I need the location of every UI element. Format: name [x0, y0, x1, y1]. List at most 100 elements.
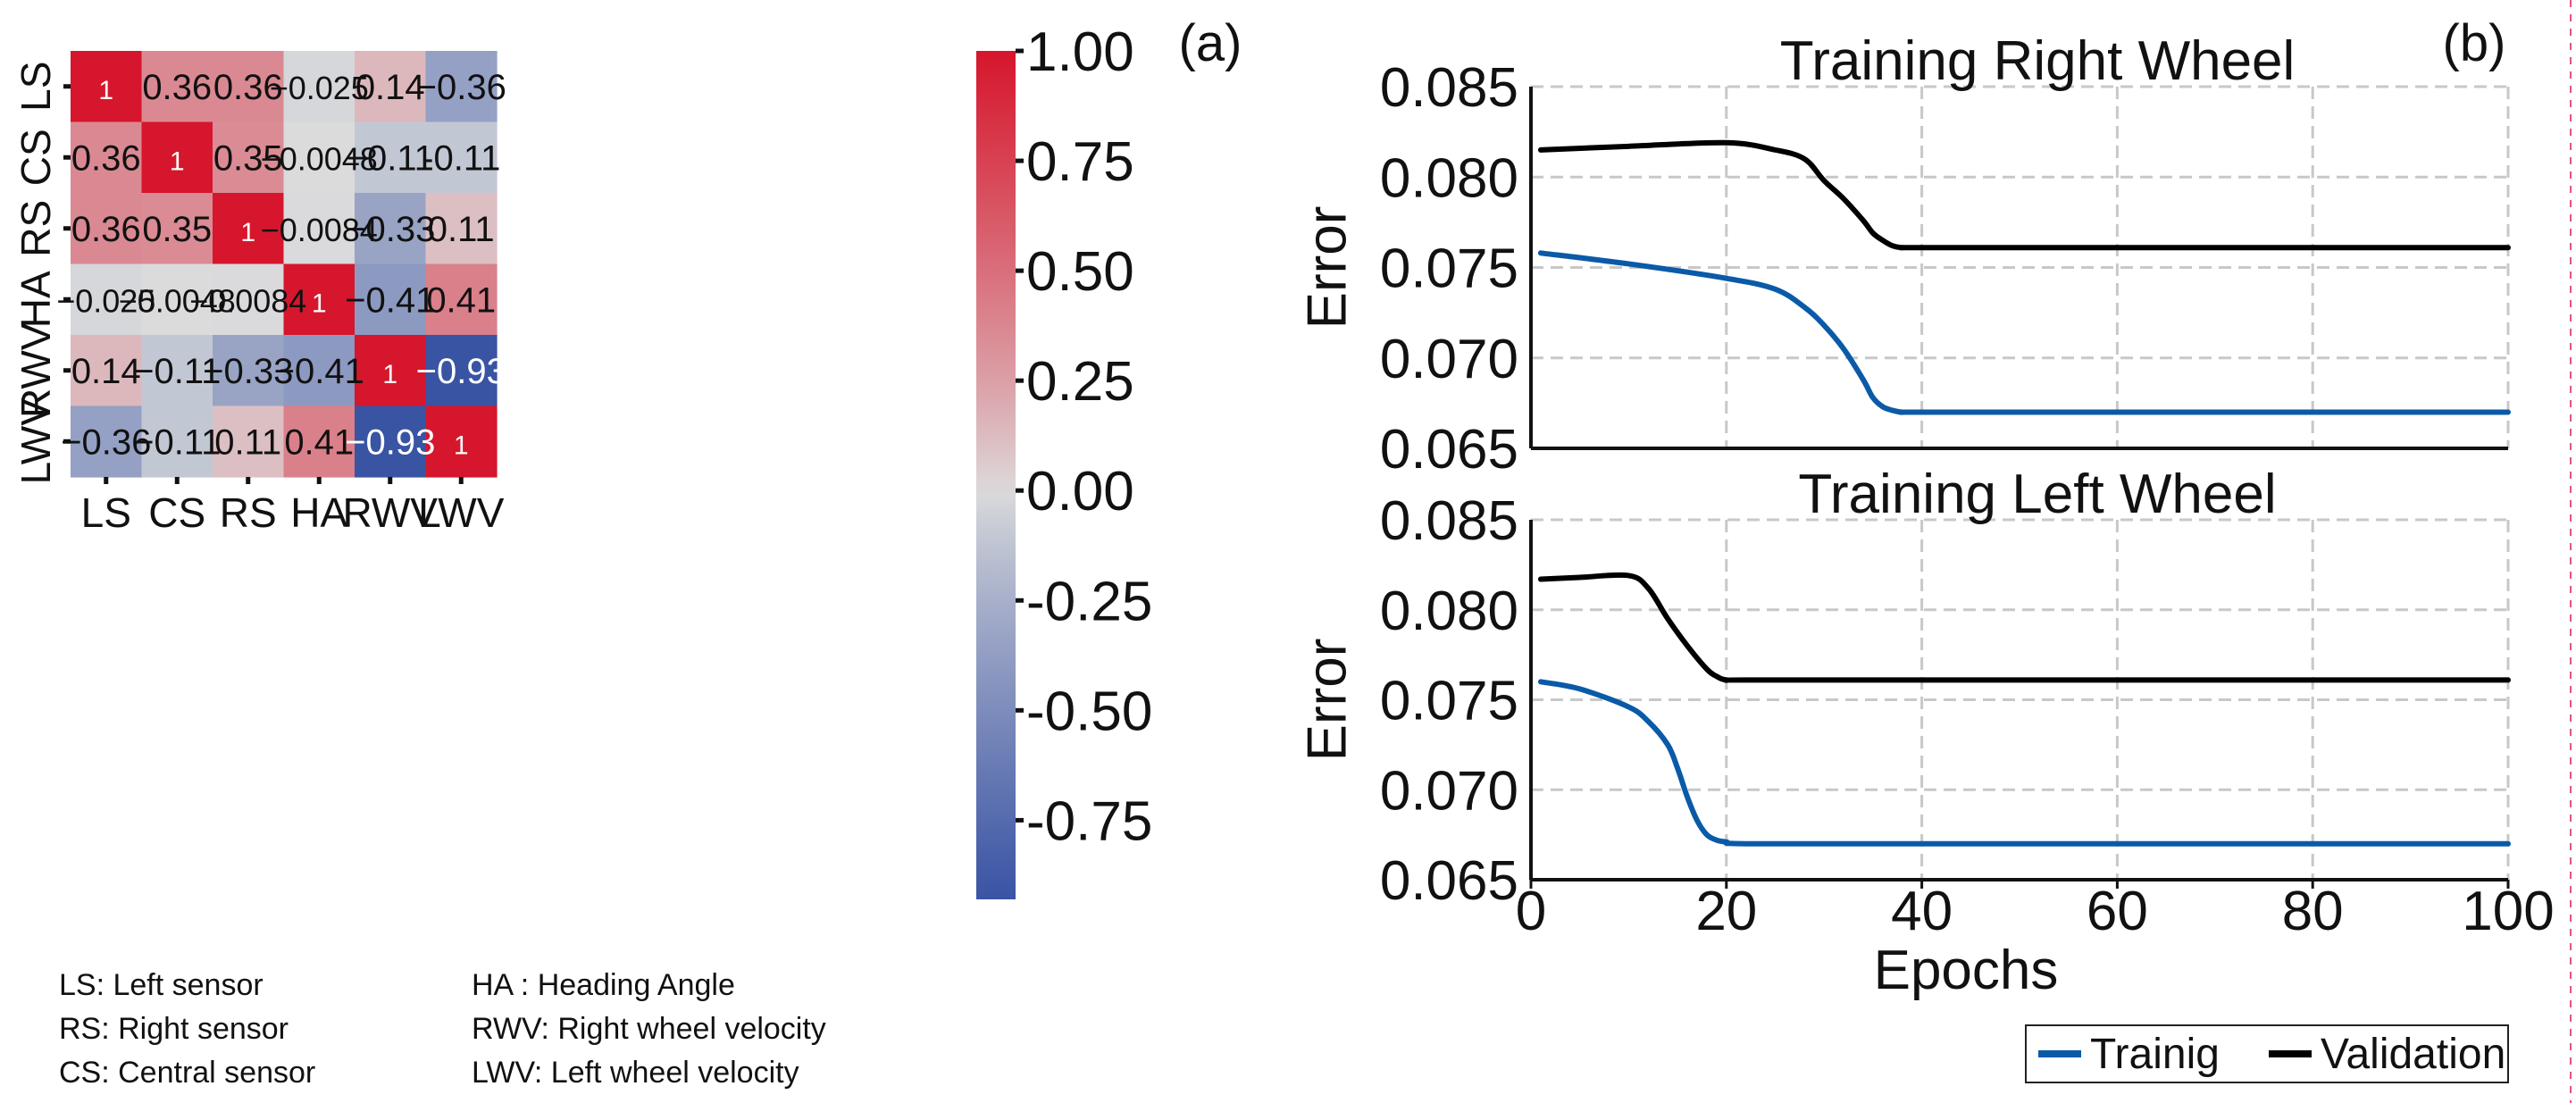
x-tick-label: 0 — [1516, 881, 1546, 942]
line-legend: Trainig Validation — [2025, 1024, 2509, 1083]
heatmap-cell-cs-rs — [213, 121, 285, 194]
legend-entry: RS: Right sensor — [59, 1012, 289, 1046]
heatmap-cell-label: −0.0048 — [119, 282, 236, 319]
heatmap-cell-cs-rwv — [355, 121, 427, 194]
legend-entry: CS: Central sensor — [59, 1056, 315, 1090]
colorbar-tick-label: 0.25 — [1026, 351, 1134, 413]
heatmap-cell-label: −0.36 — [416, 68, 506, 107]
plot-title: Training Right Wheel — [1780, 30, 2296, 92]
training-error-panel: 0.065 0.070 0.075 0.080 0.085 Error Training R… — [1296, 14, 2555, 1083]
y-axis-label: Error — [1296, 206, 1358, 330]
left-wheel-plot: 0.065 0.070 0.075 0.080 0.085 0 20 40 60 80 100 Epo… — [1296, 464, 2554, 1001]
heatmap-cell-label: 1 — [98, 76, 113, 105]
heatmap-cell-ls-rwv — [355, 51, 427, 123]
col-label-rwv: RWV — [343, 489, 439, 536]
heatmap-cell-label: 1 — [312, 288, 327, 318]
abbreviation-legend: LS: Left sensor HA : Heading Angle RS: Rig… — [59, 968, 826, 1090]
series-line-trainig — [1537, 679, 2511, 847]
y-tick-label: 0.065 — [1380, 850, 1518, 912]
heatmap-cell-label: −0.33 — [203, 352, 293, 391]
x-tick-label: 60 — [2087, 881, 2148, 942]
heatmap-cell-label: -0.11 — [422, 138, 500, 178]
legend-entry: LWV: Left wheel velocity — [472, 1056, 799, 1090]
heatmap-cell-label: 0.11 — [214, 422, 281, 462]
heatmap-cell-label: 0.36 — [71, 138, 141, 178]
heatmap-cell-label: −0.0084 — [261, 212, 378, 248]
heatmap-cells — [71, 51, 498, 478]
heatmap-cell-rs-ls — [71, 193, 143, 265]
heatmap-cell-rs-ha — [283, 193, 355, 265]
x-tick-label: 100 — [2462, 881, 2554, 942]
heatmap-cell-label: −0.33 — [345, 210, 435, 249]
heatmap-cell-rwv-ha — [283, 335, 355, 407]
y-tick-label: 0.085 — [1380, 57, 1518, 119]
heatmap-cell-label: −0.93 — [416, 352, 506, 391]
y-tick-label: 0.080 — [1380, 581, 1518, 642]
y-axis-label: Error — [1296, 639, 1358, 762]
heatmap-cell-rs-rs — [213, 193, 285, 265]
heatmap-cell-label: −0.025 — [270, 70, 369, 106]
y-tick-label: 0.070 — [1380, 329, 1518, 390]
right-wheel-plot: 0.065 0.070 0.075 0.080 0.085 Error Training R… — [1296, 30, 2511, 480]
colorbar-tick-label: 1.00 — [1026, 21, 1134, 83]
heatmap-cell-label: −0.11 — [133, 352, 221, 391]
legend-entry: HA : Heading Angle — [472, 968, 735, 1002]
heatmap-cell-cs-lwv — [425, 121, 498, 194]
heatmap-cell-lwv-rwv — [355, 405, 427, 478]
series-line-validation — [1537, 572, 2511, 683]
heatmap-cell-cs-cs — [141, 121, 213, 194]
colorbar-tick-label: -0.50 — [1026, 681, 1152, 742]
x-tick-label: 20 — [1695, 881, 1757, 942]
colorbar-tick-label: 0.75 — [1026, 131, 1134, 193]
heatmap-cell-label: 0.11 — [428, 210, 495, 249]
panel-label-a: (a) — [1179, 14, 1242, 72]
heatmap-cell-label: 0.14 — [355, 68, 425, 107]
panel-label-b: (b) — [2443, 14, 2506, 72]
heatmap-cell-label: 0.35 — [142, 210, 212, 249]
heatmap-cell-lwv-ls — [71, 405, 143, 478]
heatmap-cell-rwv-lwv — [425, 335, 498, 407]
heatmap-cell-label: 1 — [170, 146, 185, 176]
colorbar-tick-label: 0.00 — [1026, 461, 1134, 522]
heatmap-cell-label: −0.0084 — [189, 282, 306, 319]
heatmap-cell-ls-ls — [71, 51, 143, 123]
colorbar-bar — [976, 51, 1016, 899]
row-label-ls: LS — [13, 62, 59, 112]
heatmap-cell-label: −0.93 — [345, 422, 435, 462]
heatmap-cell-label: −0.36 — [61, 422, 151, 462]
legend-label-trainig: Trainig — [2090, 1031, 2220, 1078]
heatmap-cell-ls-cs — [141, 51, 213, 123]
row-label-lwv: LWV — [13, 398, 59, 485]
x-tick-label: 40 — [1891, 881, 1953, 942]
heatmap-cell-lwv-ha — [283, 405, 355, 478]
colorbar-tick-label: 0.50 — [1026, 241, 1134, 303]
colorbar-tick-label: -0.75 — [1026, 790, 1152, 852]
heatmap-cell-label: 1 — [240, 218, 255, 247]
heatmap-cell-cs-ls — [71, 121, 143, 194]
heatmap-cell-label: 0.36 — [71, 210, 141, 249]
heatmap-cell-lwv-cs — [141, 405, 213, 478]
row-label-rwv: RWV — [13, 322, 59, 418]
col-label-ls: LS — [81, 489, 131, 536]
y-tick-label: 0.085 — [1380, 490, 1518, 552]
heatmap-cell-rwv-cs — [141, 335, 213, 407]
heatmap-cell-label: −0.41 — [274, 352, 364, 391]
colorbar: 1.00 0.75 0.50 0.25 0.00 -0.25 -0.50 -0.75 — [976, 21, 1152, 899]
heatmap-cell-ls-rs — [213, 51, 285, 123]
heatmap-cell-rs-cs — [141, 193, 213, 265]
heatmap-cell-ha-rs — [213, 263, 285, 336]
col-label-rs: RS — [220, 489, 277, 536]
col-label-cs: CS — [148, 489, 205, 536]
col-label-lwv: LWV — [418, 489, 505, 536]
row-label-ha: HA — [13, 271, 59, 328]
heatmap-cell-label: 0.36 — [142, 68, 212, 107]
heatmap-cell-label: 1 — [454, 430, 469, 460]
y-tick-label: 0.070 — [1380, 760, 1518, 822]
heatmap-cell-rwv-rs — [213, 335, 285, 407]
colorbar-tick-label: -0.25 — [1026, 571, 1152, 632]
heatmap-cell-label: −0.0048 — [261, 140, 378, 177]
heatmap-cell-rwv-ls — [71, 335, 143, 407]
heatmap-cell-label: −0.11 — [133, 422, 221, 462]
